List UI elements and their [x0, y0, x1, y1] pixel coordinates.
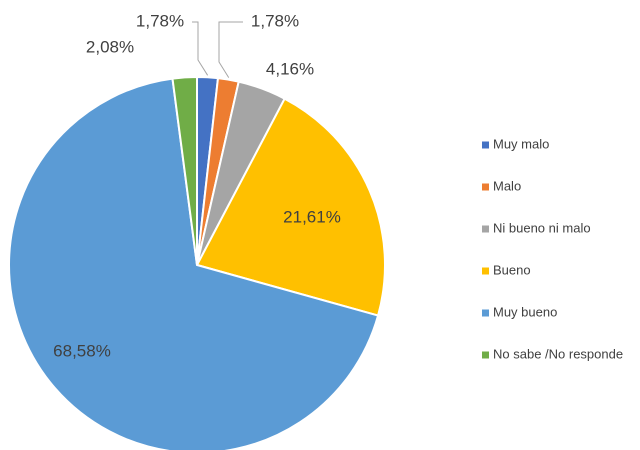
leader-line [192, 21, 209, 76]
pie-slice [195, 97, 386, 317]
legend-swatch [482, 309, 489, 317]
legend-label: Bueno [493, 262, 531, 277]
legend-swatch [482, 225, 489, 233]
pie-slice [171, 75, 198, 266]
data-label: 1,78% [251, 11, 299, 30]
data-label: 68,58% [53, 341, 111, 360]
legend-label: Muy bueno [493, 304, 557, 319]
legend-swatch [482, 267, 489, 275]
pie-slice [8, 77, 380, 450]
legend-label: Malo [493, 178, 521, 193]
legend-swatch [482, 141, 489, 149]
legend-swatch [482, 183, 489, 191]
legend-label: No sabe /No responde [493, 346, 623, 361]
leader-line [218, 21, 243, 78]
data-label: 4,16% [266, 59, 314, 78]
legend-label: Muy malo [493, 136, 549, 151]
data-label: 2,08% [86, 37, 134, 56]
data-label: 21,61% [283, 207, 341, 226]
legend-swatch [482, 351, 489, 359]
legend-label: Ni bueno ni malo [493, 220, 591, 235]
data-label: 1,78% [136, 11, 184, 30]
